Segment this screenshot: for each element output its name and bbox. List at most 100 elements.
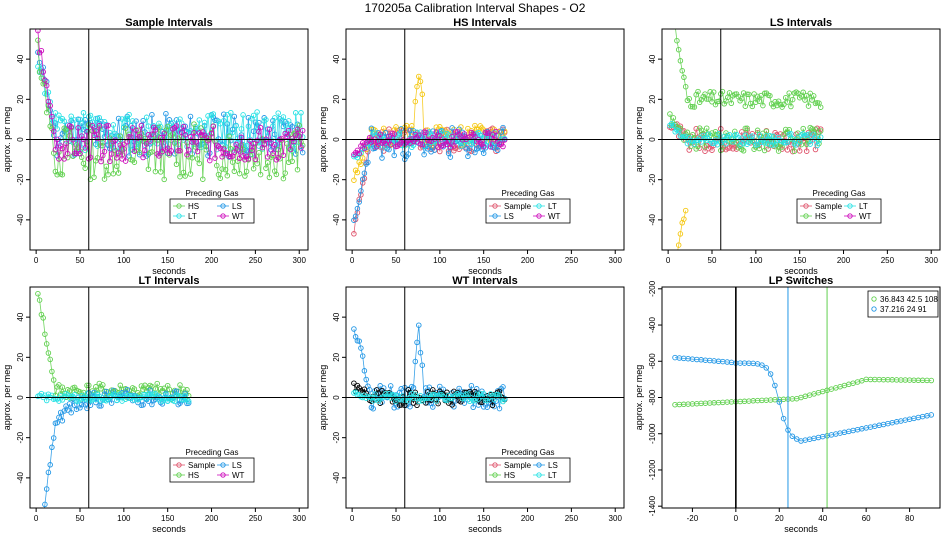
legend-key-point bbox=[536, 462, 542, 468]
data-point bbox=[101, 176, 108, 182]
data-point bbox=[444, 130, 450, 137]
data-point bbox=[487, 391, 494, 397]
data-point bbox=[103, 388, 110, 395]
data-point bbox=[753, 99, 759, 105]
y-axis-label: approx. per meg bbox=[2, 365, 12, 431]
data-point bbox=[273, 171, 280, 178]
data-point bbox=[49, 444, 55, 451]
data-point bbox=[484, 397, 490, 404]
legend-entry: LT bbox=[548, 202, 557, 211]
data-point bbox=[250, 165, 257, 172]
legend-key-point bbox=[803, 213, 809, 219]
x-tick-label: 250 bbox=[565, 256, 579, 265]
x-tick-label: 250 bbox=[881, 256, 895, 265]
data-point bbox=[93, 384, 99, 390]
data-point bbox=[754, 127, 761, 134]
data-point bbox=[254, 109, 260, 115]
x-tick-label: 100 bbox=[749, 256, 763, 265]
data-point bbox=[289, 158, 295, 165]
chart-title: HS Intervals bbox=[453, 17, 517, 29]
data-point bbox=[354, 169, 361, 176]
data-point bbox=[36, 69, 43, 75]
data-point bbox=[226, 133, 232, 140]
data-point bbox=[710, 89, 717, 95]
data-point bbox=[243, 168, 250, 175]
data-point bbox=[423, 395, 429, 401]
data-point bbox=[184, 151, 190, 158]
data-point bbox=[494, 147, 501, 154]
data-point bbox=[669, 9, 674, 14]
x-axis-label: seconds bbox=[784, 524, 818, 534]
data-point bbox=[126, 111, 132, 118]
legend-entry: Sample bbox=[188, 461, 216, 470]
data-point bbox=[161, 176, 167, 183]
chart-sample: Sample Intervals seconds approx. per meg 0 5… bbox=[2, 17, 309, 276]
data-point bbox=[187, 113, 194, 120]
data-point bbox=[747, 100, 754, 107]
data-point bbox=[80, 110, 87, 116]
data-point bbox=[473, 386, 480, 392]
legend-entry: LS bbox=[232, 202, 242, 211]
data-point bbox=[271, 141, 278, 148]
data-point bbox=[114, 155, 120, 161]
x-tick-label: 80 bbox=[905, 514, 914, 523]
legend-key-point bbox=[492, 472, 498, 478]
data-point bbox=[465, 153, 471, 160]
data-point bbox=[112, 130, 118, 137]
legend-entry: LT bbox=[859, 202, 868, 211]
data-point bbox=[363, 376, 369, 383]
x-tick-label: 0 bbox=[350, 514, 355, 523]
data-point bbox=[742, 125, 749, 132]
data-point bbox=[416, 132, 422, 138]
data-point bbox=[805, 103, 812, 109]
data-point bbox=[75, 116, 81, 123]
data-point bbox=[387, 141, 394, 148]
data-point bbox=[112, 147, 118, 154]
data-point bbox=[487, 144, 494, 150]
legend-key-point bbox=[536, 472, 542, 478]
data-point bbox=[56, 156, 62, 162]
data-point bbox=[412, 358, 419, 365]
data-point bbox=[205, 137, 211, 144]
data-point bbox=[210, 123, 217, 130]
data-point bbox=[703, 96, 710, 102]
data-point bbox=[263, 165, 269, 171]
data-point bbox=[117, 142, 124, 148]
data-point bbox=[108, 400, 115, 406]
data-point bbox=[96, 403, 103, 409]
x-tick-label: 200 bbox=[521, 514, 535, 523]
legend-entry: LT bbox=[548, 471, 557, 480]
data-point bbox=[733, 139, 740, 146]
legend-title: Preceding Gas bbox=[186, 189, 239, 198]
data-point bbox=[289, 123, 295, 130]
data-point bbox=[131, 159, 138, 165]
data-point bbox=[709, 147, 715, 153]
data-point bbox=[285, 159, 292, 166]
data-point bbox=[115, 115, 122, 122]
data-point bbox=[677, 58, 684, 64]
y-tick-label: -40 bbox=[16, 472, 25, 484]
data-point bbox=[681, 74, 687, 81]
data-point bbox=[77, 116, 83, 123]
data-point bbox=[107, 129, 113, 136]
data-point bbox=[256, 149, 262, 156]
data-point bbox=[393, 124, 399, 130]
data-point bbox=[928, 412, 935, 418]
data-point bbox=[368, 125, 375, 132]
data-point bbox=[419, 141, 426, 148]
data-point bbox=[107, 135, 113, 141]
data-point bbox=[43, 109, 50, 116]
data-point bbox=[56, 414, 62, 421]
data-point bbox=[77, 396, 83, 402]
data-point bbox=[131, 135, 138, 141]
data-point bbox=[77, 150, 83, 157]
y-tick-label: -20 bbox=[16, 431, 25, 443]
data-point bbox=[133, 127, 139, 134]
x-tick-label: 150 bbox=[161, 514, 175, 523]
y-tick-label: -400 bbox=[648, 316, 657, 333]
data-point bbox=[156, 124, 162, 131]
data-point bbox=[800, 89, 806, 96]
data-point bbox=[94, 143, 101, 149]
data-point bbox=[257, 171, 264, 178]
data-point bbox=[356, 150, 362, 157]
